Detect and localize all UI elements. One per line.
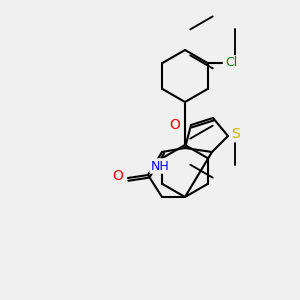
Text: O: O [169, 118, 180, 132]
Text: O: O [112, 169, 123, 183]
Text: Cl: Cl [225, 56, 238, 70]
Text: NH: NH [151, 160, 169, 172]
Text: S: S [232, 127, 240, 141]
